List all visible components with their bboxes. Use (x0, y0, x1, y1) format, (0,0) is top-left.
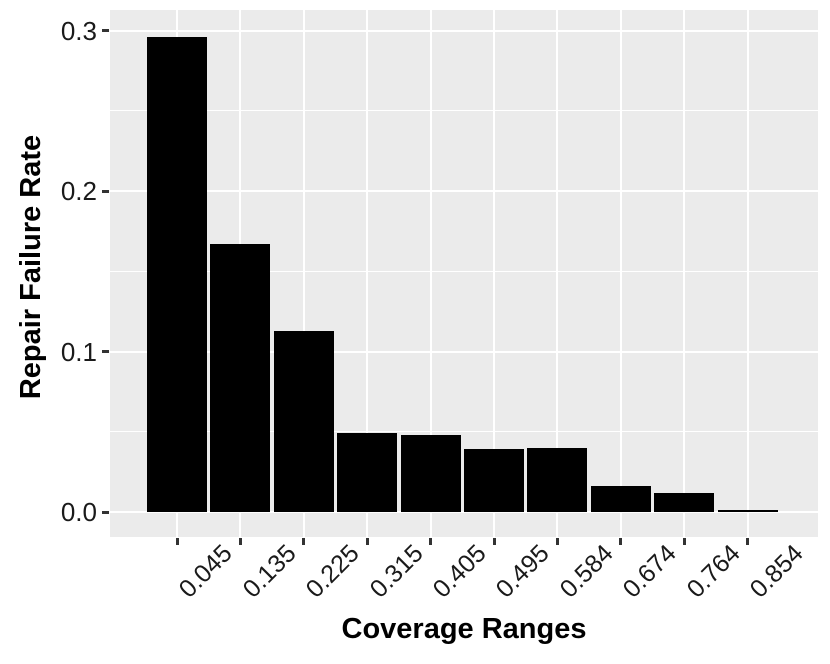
bar (654, 493, 715, 512)
gridline-major-y (110, 190, 818, 192)
y-tick-mark (102, 29, 109, 32)
x-axis-title: Coverage Ranges (341, 613, 587, 645)
gridline-major-x (493, 10, 495, 537)
bar (527, 448, 588, 512)
x-tick-mark (365, 538, 369, 545)
y-tick-label: 0.2 (60, 176, 97, 206)
x-tick-mark (682, 538, 686, 545)
x-tick-mark (555, 538, 559, 545)
x-tick-mark (492, 538, 496, 545)
bar (400, 435, 461, 512)
x-tick-mark (238, 538, 242, 545)
gridline-major-y (110, 350, 818, 353)
x-tick-mark (302, 538, 306, 545)
y-tick-label: 0.1 (60, 336, 97, 367)
gridline-major-y (110, 29, 818, 32)
gridline-major-y (110, 511, 818, 513)
y-axis-title: Repair Failure Rate (15, 134, 47, 400)
y-tick-label: 0.0 (60, 497, 97, 527)
x-tick-mark (619, 538, 623, 545)
bar (717, 510, 778, 512)
gridline-minor-y (110, 110, 818, 112)
y-tick-mark (102, 189, 109, 193)
plot-panel (110, 10, 818, 537)
x-tick-mark (429, 538, 433, 545)
gridline-major-x (746, 10, 749, 537)
gridline-major-x (366, 10, 369, 537)
gridline-major-x (429, 10, 432, 537)
bar (337, 433, 398, 512)
x-tick-mark (175, 538, 179, 545)
bar (273, 331, 334, 512)
gridline-major-x (556, 10, 559, 537)
y-tick-mark (102, 350, 109, 353)
y-tick-label: 0.3 (60, 15, 97, 46)
bar (147, 37, 207, 512)
x-tick-label: 0.854 (590, 539, 809, 603)
x-tick-mark (746, 538, 750, 545)
bar (464, 449, 524, 512)
x-tick-label-text: 0.854 (744, 539, 809, 604)
y-tick-mark (102, 510, 109, 514)
gridline-major-x (302, 10, 305, 537)
gridline-minor-y (110, 270, 818, 272)
gridline-minor-y (110, 431, 818, 433)
bar (590, 486, 651, 512)
gridline-major-x (619, 10, 622, 537)
bar (210, 244, 271, 512)
gridline-major-x (683, 10, 686, 537)
